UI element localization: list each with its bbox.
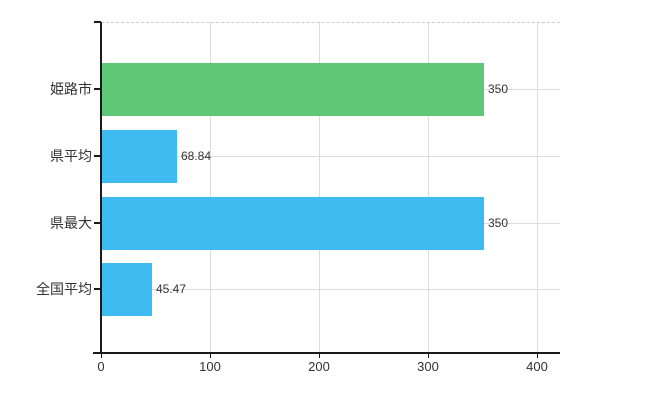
x-tick-label: 400 bbox=[526, 359, 548, 374]
gridline-vertical bbox=[210, 22, 211, 352]
bar bbox=[102, 197, 484, 250]
bar bbox=[102, 130, 177, 183]
category-label: 姫路市 bbox=[50, 81, 92, 97]
gridline-vertical bbox=[428, 22, 429, 352]
value-label: 350 bbox=[488, 216, 509, 230]
y-tick-mark bbox=[94, 21, 101, 23]
x-tick-label: 200 bbox=[308, 359, 330, 374]
category-label: 県最大 bbox=[50, 215, 92, 231]
value-label: 45.47 bbox=[156, 282, 187, 296]
gridline-horizontal bbox=[101, 289, 560, 290]
x-axis-line bbox=[93, 352, 560, 354]
x-tick-mark bbox=[210, 354, 211, 358]
y-tick-mark bbox=[94, 155, 101, 157]
gridline-vertical bbox=[319, 22, 320, 352]
y-tick-mark bbox=[94, 288, 101, 290]
y-tick-mark bbox=[94, 88, 101, 90]
bar bbox=[102, 263, 152, 316]
x-tick-mark bbox=[101, 354, 102, 358]
gridline-vertical bbox=[537, 22, 538, 352]
bar bbox=[102, 63, 484, 116]
x-tick-label: 300 bbox=[417, 359, 439, 374]
category-label: 県平均 bbox=[50, 148, 92, 164]
category-label: 全国平均 bbox=[36, 281, 92, 297]
x-tick-mark bbox=[319, 354, 320, 358]
value-label: 68.84 bbox=[181, 149, 212, 163]
y-axis-line bbox=[100, 22, 102, 354]
plot-top-border bbox=[101, 22, 560, 23]
x-tick-label: 0 bbox=[97, 359, 105, 374]
x-tick-mark bbox=[537, 354, 538, 358]
y-tick-mark bbox=[94, 222, 101, 224]
value-label: 350 bbox=[488, 82, 509, 96]
x-tick-label: 100 bbox=[199, 359, 221, 374]
gridline-horizontal bbox=[101, 156, 560, 157]
x-tick-mark bbox=[428, 354, 429, 358]
